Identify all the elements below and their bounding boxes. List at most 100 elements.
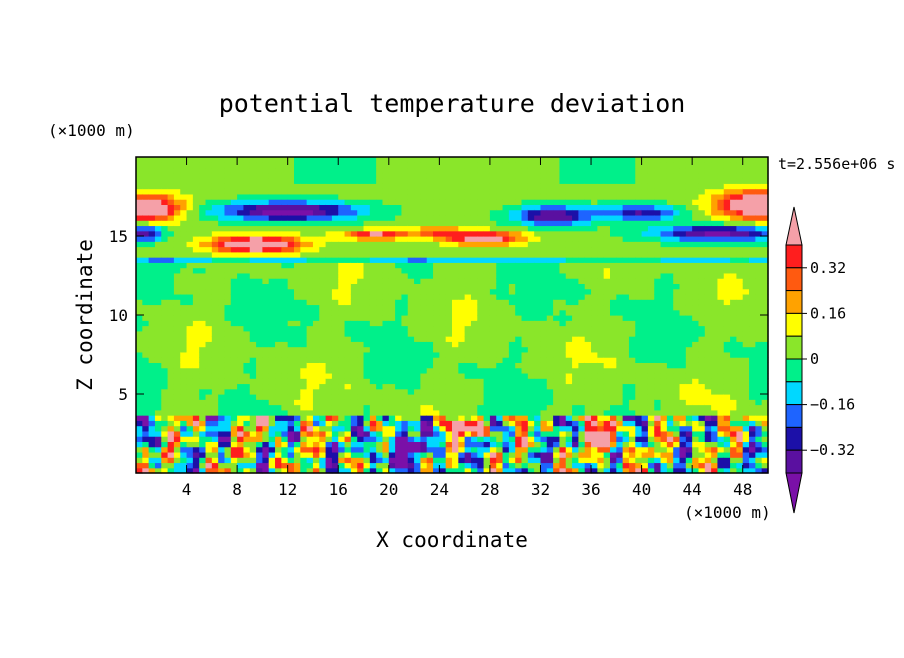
heatmap-cell xyxy=(616,462,624,469)
heatmap-cell xyxy=(136,378,143,385)
heatmap-cell xyxy=(414,241,421,248)
heatmap-cell xyxy=(610,178,617,184)
heatmap-cell xyxy=(647,457,655,464)
heatmap-cell xyxy=(331,436,339,442)
heatmap-cell xyxy=(477,162,485,169)
heatmap-cell xyxy=(199,204,207,211)
heatmap-cell xyxy=(641,283,649,290)
heatmap-cell xyxy=(350,383,358,390)
heatmap-cell xyxy=(325,278,333,284)
heatmap-cell xyxy=(496,388,504,395)
heatmap-cell xyxy=(180,457,188,464)
heatmap-cell xyxy=(154,351,162,358)
heatmap-cell xyxy=(300,457,308,464)
heatmap-cell xyxy=(496,162,504,169)
heatmap-cell xyxy=(559,172,567,179)
heatmap-cell xyxy=(458,446,466,453)
heatmap-cell xyxy=(591,309,598,316)
heatmap-cell xyxy=(369,209,377,216)
heatmap-cell xyxy=(338,283,346,290)
heatmap-cell xyxy=(300,399,308,406)
heatmap-cell xyxy=(584,336,592,342)
heatmap-cell xyxy=(527,451,535,458)
heatmap-cell xyxy=(464,293,472,300)
heatmap-cell xyxy=(470,383,478,390)
heatmap-cell xyxy=(603,404,611,411)
heatmap-cell xyxy=(319,315,327,321)
heatmap-cell xyxy=(230,430,238,437)
heatmap-cell xyxy=(591,467,598,474)
heatmap-cell xyxy=(622,288,630,295)
heatmap-cell xyxy=(489,172,497,179)
heatmap-cell xyxy=(452,451,459,458)
heatmap-cell xyxy=(540,193,548,200)
heatmap-cell xyxy=(205,214,213,221)
heatmap-cell xyxy=(647,241,655,248)
heatmap-cell xyxy=(464,388,472,395)
heatmap-cell xyxy=(477,404,485,411)
heatmap-cell xyxy=(452,209,459,216)
heatmap-cell xyxy=(433,467,440,474)
heatmap-cell xyxy=(363,394,371,400)
heatmap-cell xyxy=(521,209,529,216)
heatmap-cell xyxy=(515,467,523,474)
heatmap-cell xyxy=(622,446,630,453)
heatmap-cell xyxy=(464,362,472,369)
heatmap-cell xyxy=(142,230,150,237)
heatmap-cell xyxy=(439,388,447,395)
heatmap-cell xyxy=(597,467,605,474)
heatmap-cell xyxy=(445,262,453,269)
heatmap-cell xyxy=(262,246,270,253)
heatmap-cell xyxy=(275,457,282,464)
heatmap-cell xyxy=(325,315,333,321)
heatmap-cell xyxy=(325,183,333,190)
heatmap-cell xyxy=(572,293,579,300)
heatmap-cell xyxy=(603,351,611,358)
heatmap-cell xyxy=(148,288,156,295)
heatmap-cell xyxy=(205,367,213,374)
heatmap-cell xyxy=(546,172,554,179)
heatmap-cell xyxy=(331,441,339,448)
heatmap-cell xyxy=(597,436,605,442)
heatmap-cell xyxy=(401,225,409,232)
heatmap-cell xyxy=(401,246,409,253)
heatmap-cell xyxy=(597,351,605,358)
heatmap-cell xyxy=(591,278,598,284)
heatmap-cell xyxy=(603,367,611,374)
heatmap-cell xyxy=(445,399,453,406)
heatmap-cell xyxy=(136,236,143,242)
heatmap-cell xyxy=(597,246,605,253)
heatmap-cell xyxy=(300,378,308,385)
heatmap-cell xyxy=(136,362,143,369)
heatmap-cell xyxy=(287,251,295,258)
heatmap-cell xyxy=(376,315,384,321)
heatmap-cell xyxy=(489,267,497,274)
heatmap-cell xyxy=(237,320,245,327)
heatmap-cell xyxy=(357,214,365,221)
heatmap-cell xyxy=(344,288,352,295)
heatmap-cell xyxy=(553,236,561,242)
heatmap-cell xyxy=(287,436,295,442)
heatmap-cell xyxy=(439,199,447,205)
heatmap-cell xyxy=(616,415,624,421)
heatmap-cell xyxy=(395,315,403,321)
heatmap-cell xyxy=(338,304,346,311)
heatmap-cell xyxy=(173,378,181,385)
heatmap-cell xyxy=(369,162,377,169)
heatmap-cell xyxy=(199,325,207,332)
heatmap-cell xyxy=(319,436,327,442)
heatmap-cell xyxy=(483,351,491,358)
heatmap-cell xyxy=(641,388,649,395)
heatmap-cell xyxy=(414,246,421,253)
heatmap-cell xyxy=(584,267,592,274)
heatmap-cell xyxy=(508,225,516,232)
heatmap-cell xyxy=(515,388,523,395)
heatmap-cell xyxy=(338,220,346,227)
heatmap-cell xyxy=(319,404,327,411)
heatmap-cell xyxy=(388,325,396,332)
heatmap-cell xyxy=(306,157,314,163)
heatmap-cell xyxy=(237,251,245,258)
heatmap-cell xyxy=(275,283,282,290)
heatmap-cell xyxy=(458,315,466,321)
heatmap-cell xyxy=(464,325,472,332)
